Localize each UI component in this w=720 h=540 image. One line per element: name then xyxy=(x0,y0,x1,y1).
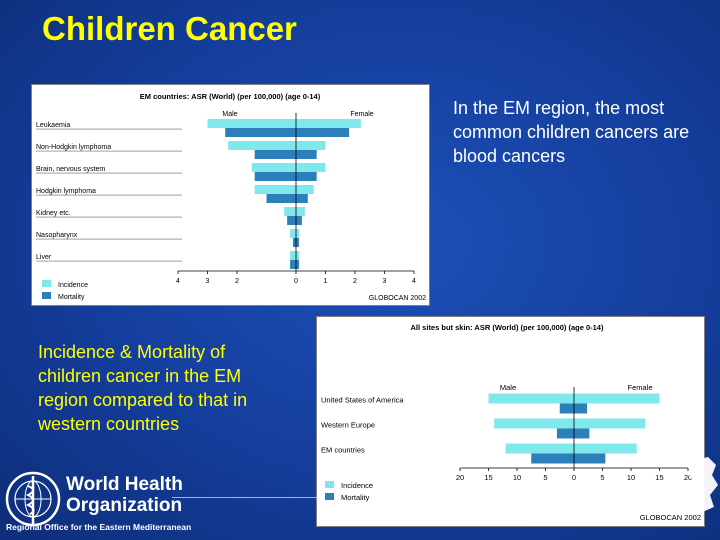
em-countries-chart-svg: EM countries: ASR (World) (per 100,000) … xyxy=(36,92,426,302)
mortality-male-bar xyxy=(556,428,574,439)
x-tick-label: 3 xyxy=(383,278,387,285)
chart-title: EM countries: ASR (World) (per 100,000) … xyxy=(140,92,321,101)
incidence-male-bar xyxy=(290,229,296,238)
mortality-male-bar xyxy=(293,238,296,247)
male-label: Male xyxy=(222,111,237,118)
all-sites-chart: All sites but skin: ASR (World) (per 100… xyxy=(316,316,705,527)
x-tick-label: 4 xyxy=(412,278,416,285)
legend-incidence-label: Incidence xyxy=(58,282,88,289)
legend-mortality-swatch xyxy=(325,493,334,500)
mortality-female-bar xyxy=(296,194,308,203)
incidence-female-bar xyxy=(296,207,305,216)
x-tick-label: 15 xyxy=(484,473,492,482)
category-label: Western Europe xyxy=(321,420,375,429)
note-comparison: Incidence & Mortality of children cancer… xyxy=(38,342,248,434)
incidence-female-bar xyxy=(574,393,660,404)
incidence-male-bar xyxy=(284,207,296,216)
mortality-female-bar xyxy=(296,260,299,269)
logo-name-line1: World Health xyxy=(66,474,183,495)
male-label: Male xyxy=(500,383,516,392)
legend-mortality-label: Mortality xyxy=(58,294,85,301)
category-label: Leukaemia xyxy=(36,122,70,129)
category-label: EM countries xyxy=(321,445,365,454)
mortality-male-bar xyxy=(254,172,296,181)
mortality-male-bar xyxy=(254,150,296,159)
chart-title: All sites but skin: ASR (World) (per 100… xyxy=(411,323,604,332)
x-tick-label: 2 xyxy=(235,278,239,285)
mortality-female-bar xyxy=(574,428,590,439)
mortality-female-bar xyxy=(296,238,299,247)
incidence-male-bar xyxy=(207,119,296,128)
incidence-female-bar xyxy=(296,185,314,194)
incidence-female-bar xyxy=(574,418,646,429)
who-emblem-icon xyxy=(5,471,61,527)
category-label: Kidney etc. xyxy=(36,210,71,217)
source-label: GLOBOCAN 2002 xyxy=(369,295,426,302)
all-sites-chart-svg: All sites but skin: ASR (World) (per 100… xyxy=(321,323,701,522)
x-tick-label: 2 xyxy=(353,278,357,285)
legend-mortality-swatch xyxy=(42,292,51,299)
legend-incidence-swatch xyxy=(42,280,51,287)
legend-incidence-label: Incidence xyxy=(341,481,373,490)
x-tick-label: 10 xyxy=(627,473,635,482)
x-tick-label: 1 xyxy=(324,278,328,285)
incidence-female-bar xyxy=(574,443,637,454)
incidence-female-bar xyxy=(296,229,299,238)
category-label: Brain, nervous system xyxy=(36,166,105,173)
x-tick-label: 0 xyxy=(572,473,576,482)
incidence-female-bar xyxy=(296,119,361,128)
mortality-female-bar xyxy=(296,128,350,137)
x-tick-label: 5 xyxy=(600,473,604,482)
category-label: Non-Hodgkin lymphoma xyxy=(36,144,111,151)
mortality-male-bar xyxy=(559,403,574,414)
incidence-male-bar xyxy=(290,251,296,260)
incidence-male-bar xyxy=(228,141,296,150)
mortality-male-bar xyxy=(531,453,574,464)
mortality-male-bar xyxy=(266,194,296,203)
x-tick-label: 3 xyxy=(206,278,210,285)
category-label: United States of America xyxy=(321,395,404,404)
mortality-female-bar xyxy=(296,172,317,181)
incidence-male-bar xyxy=(254,185,296,194)
x-tick-label: 5 xyxy=(543,473,547,482)
category-label: Hodgkin lymphoma xyxy=(36,188,96,195)
incidence-male-bar xyxy=(505,443,574,454)
mortality-female-bar xyxy=(296,216,302,225)
category-label: Liver xyxy=(36,254,52,261)
incidence-male-bar xyxy=(251,163,296,172)
region-map-icon xyxy=(688,457,718,513)
mortality-male-bar xyxy=(225,128,296,137)
logo-name-line2: Organization xyxy=(66,495,183,516)
incidence-male-bar xyxy=(488,393,574,404)
logo-regional-office: Regional Office for the Eastern Mediterr… xyxy=(6,522,192,532)
female-label: Female xyxy=(350,111,373,118)
who-logo: World Health Organization Regional Offic… xyxy=(4,466,204,538)
incidence-female-bar xyxy=(296,141,326,150)
incidence-female-bar xyxy=(296,163,326,172)
source-label: GLOBOCAN 2002 xyxy=(640,513,701,522)
mortality-female-bar xyxy=(574,403,588,414)
x-tick-label: 15 xyxy=(655,473,663,482)
x-tick-label: 20 xyxy=(456,473,464,482)
x-tick-label: 4 xyxy=(176,278,180,285)
mortality-female-bar xyxy=(296,150,317,159)
logo-divider xyxy=(172,497,317,498)
mortality-female-bar xyxy=(574,453,606,464)
incidence-male-bar xyxy=(494,418,574,429)
em-countries-chart: EM countries: ASR (World) (per 100,000) … xyxy=(31,84,430,306)
legend-incidence-swatch xyxy=(325,481,334,488)
mortality-male-bar xyxy=(287,216,296,225)
x-tick-label: 0 xyxy=(294,278,298,285)
legend-mortality-label: Mortality xyxy=(341,493,370,502)
note-blood-cancers: In the EM region, the most common childr… xyxy=(453,98,690,166)
mortality-male-bar xyxy=(290,260,296,269)
incidence-female-bar xyxy=(296,251,299,260)
category-label: Nasopharynx xyxy=(36,232,78,239)
female-label: Female xyxy=(627,383,652,392)
x-tick-label: 20 xyxy=(684,473,692,482)
slide-title: Children Cancer xyxy=(42,10,297,47)
x-tick-label: 10 xyxy=(513,473,521,482)
